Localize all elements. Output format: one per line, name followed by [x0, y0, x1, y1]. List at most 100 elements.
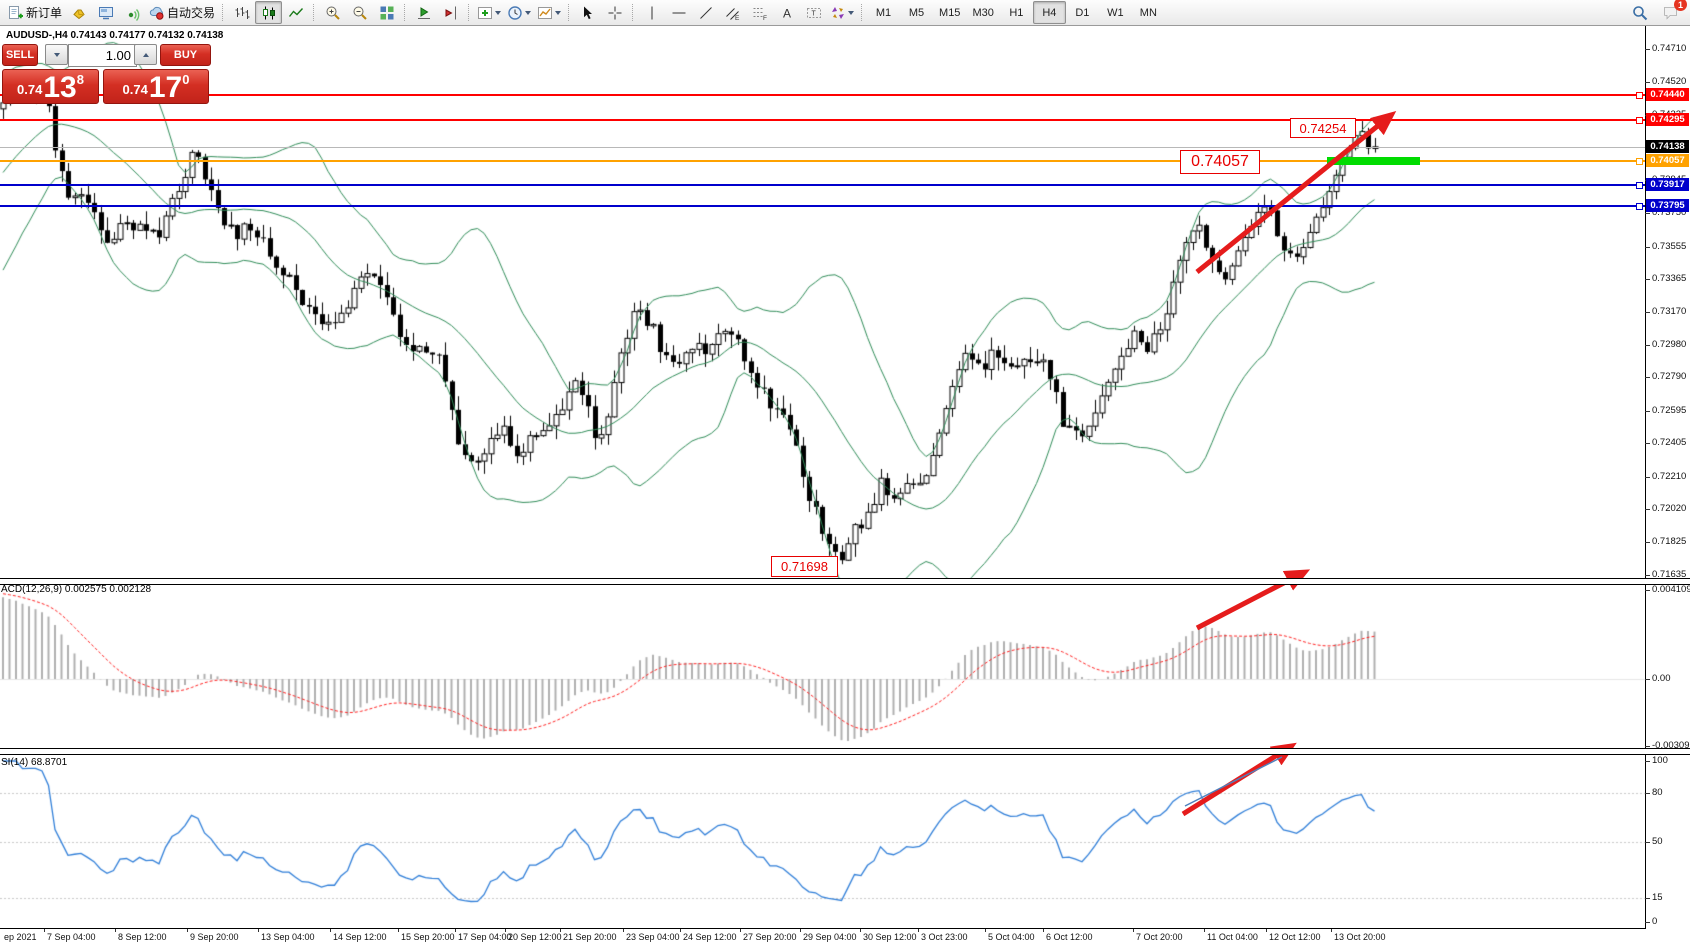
search-button[interactable]	[1626, 1, 1653, 24]
rsi-axis-tick	[1645, 793, 1650, 794]
price-axis-tick	[1645, 377, 1650, 378]
autotrade-button[interactable]: 自动交易	[146, 1, 218, 24]
crosshair-button[interactable]	[601, 1, 628, 24]
text-button[interactable]: A	[773, 1, 800, 24]
hline-0.74057[interactable]	[0, 160, 1645, 162]
timeframe-m1-button[interactable]: M1	[875, 6, 892, 19]
price-axis-tick	[1645, 477, 1650, 478]
toolbar-separator	[632, 4, 634, 21]
search-icon	[1632, 5, 1648, 21]
bid-price-label: 0.74138	[1646, 140, 1689, 153]
buy-price-big: 17	[148, 71, 183, 104]
volume-input[interactable]	[68, 44, 137, 67]
rsi-axis-label: 80	[1652, 787, 1663, 798]
rsi-axis-label: 0	[1652, 916, 1658, 927]
price-annotation[interactable]: 0.74057	[1180, 150, 1260, 174]
hline-0.73917[interactable]	[0, 184, 1645, 186]
sell-price-sup: 8	[76, 72, 84, 87]
price-annotation[interactable]: 0.71698	[771, 556, 838, 577]
hline-handle[interactable]	[1636, 92, 1643, 99]
toolbar-separator	[568, 4, 570, 21]
cursor-button[interactable]	[574, 1, 601, 24]
templates-button[interactable]	[534, 1, 564, 24]
signals-button[interactable]	[119, 1, 146, 24]
tile-windows-button[interactable]	[373, 1, 400, 24]
timeframe-h4-button[interactable]: H4	[1032, 1, 1066, 24]
time-axis-tick	[918, 929, 919, 932]
time-axis[interactable]	[0, 928, 1646, 929]
line-chart-button[interactable]	[282, 1, 309, 24]
text-icon: A	[779, 5, 795, 21]
dropdown-arrow-icon	[555, 10, 562, 15]
buy-button[interactable]: BUY	[160, 44, 211, 66]
buy-price-panel[interactable]: 0.74 17 0	[103, 69, 209, 104]
auto-scroll-button[interactable]	[410, 1, 437, 24]
timeframe-mn-button[interactable]: MN	[1139, 6, 1157, 19]
time-axis-label: 3 Oct 23:00	[921, 932, 968, 942]
price-axis-tick	[1645, 312, 1650, 313]
template-icon	[537, 5, 553, 21]
trendline-icon	[698, 5, 714, 21]
zoom-out-icon	[352, 5, 368, 21]
bar-chart-button[interactable]	[228, 1, 255, 24]
hline-handle[interactable]	[1636, 203, 1643, 210]
hline-0.74440[interactable]	[0, 94, 1645, 96]
time-axis-tick	[115, 929, 116, 932]
macd-axis-tick	[1645, 679, 1650, 680]
price-annotation[interactable]: 0.74254	[1290, 118, 1356, 138]
notifications-button[interactable]: 1	[1657, 0, 1687, 24]
timeframe-h1-button[interactable]: H1	[1009, 6, 1024, 19]
rsi-canvas[interactable]	[0, 754, 1645, 928]
buy-price-prefix: 0.74	[122, 82, 148, 97]
timeframe-m15-button[interactable]: M15	[939, 6, 961, 19]
text-label-button[interactable]: T	[800, 1, 827, 24]
hline-handle[interactable]	[1636, 158, 1643, 165]
arrows-button[interactable]	[827, 1, 857, 24]
tile-windows-icon	[379, 5, 395, 21]
hline-handle[interactable]	[1636, 117, 1643, 124]
price-axis-label: 0.74710	[1652, 43, 1687, 54]
zoom-in-button[interactable]	[319, 1, 346, 24]
data-window-button[interactable]	[92, 1, 119, 24]
indicators-button[interactable]	[474, 1, 504, 24]
hline-handle[interactable]	[1636, 182, 1643, 189]
time-axis-label: 15 Sep 20:00	[401, 932, 455, 942]
volume-increase-button[interactable]	[134, 44, 157, 65]
candlestick-chart-button[interactable]	[255, 1, 283, 24]
time-axis-label: 17 Sep 04:00	[458, 932, 512, 942]
sell-price-panel[interactable]: 0.74 13 8	[2, 69, 99, 104]
vertical-line-button[interactable]	[638, 1, 665, 24]
new-order-button[interactable]: 新订单	[5, 1, 65, 24]
volume-decrease-button[interactable]	[45, 44, 68, 65]
market-watch-button[interactable]	[65, 1, 92, 24]
timeframe-d1-button[interactable]: D1	[1075, 6, 1090, 19]
timeframe-m30-button[interactable]: M30	[972, 6, 994, 19]
periods-button[interactable]	[504, 1, 534, 24]
time-axis-tick	[740, 929, 741, 932]
time-axis-label: 21 Sep 20:00	[563, 932, 617, 942]
zoom-out-button[interactable]	[346, 1, 373, 24]
time-axis-label: 27 Sep 20:00	[743, 932, 797, 942]
price-axis-tick	[1645, 542, 1650, 543]
timeframe-m5-button[interactable]: M5	[908, 6, 925, 19]
timeframe-w1-button[interactable]: W1	[1107, 6, 1124, 19]
sell-button[interactable]: SELL	[2, 44, 38, 66]
highlight-bar[interactable]	[1327, 157, 1420, 165]
panel-separator-macd[interactable]	[0, 578, 1690, 585]
time-axis-tick	[455, 929, 456, 932]
sell-price-prefix: 0.74	[17, 82, 43, 97]
hline-0.74295[interactable]	[0, 119, 1645, 121]
chart-shift-button[interactable]	[437, 1, 464, 24]
price-level-label: 0.74440	[1646, 88, 1689, 101]
fibonacci-button[interactable]: F	[746, 1, 773, 24]
trendline-button[interactable]	[692, 1, 719, 24]
channel-button[interactable]: E	[719, 1, 746, 24]
clock-icon	[507, 5, 523, 21]
horizontal-line-button[interactable]	[665, 1, 692, 24]
time-axis-label: 13 Oct 20:00	[1334, 932, 1386, 942]
panel-separator-rsi[interactable]	[0, 748, 1690, 755]
rsi-indicator-label: SI(14) 68.8701	[1, 757, 68, 768]
hline-0.73795[interactable]	[0, 205, 1645, 207]
price-chart-canvas[interactable]	[0, 26, 1645, 580]
macd-canvas[interactable]	[0, 583, 1645, 749]
